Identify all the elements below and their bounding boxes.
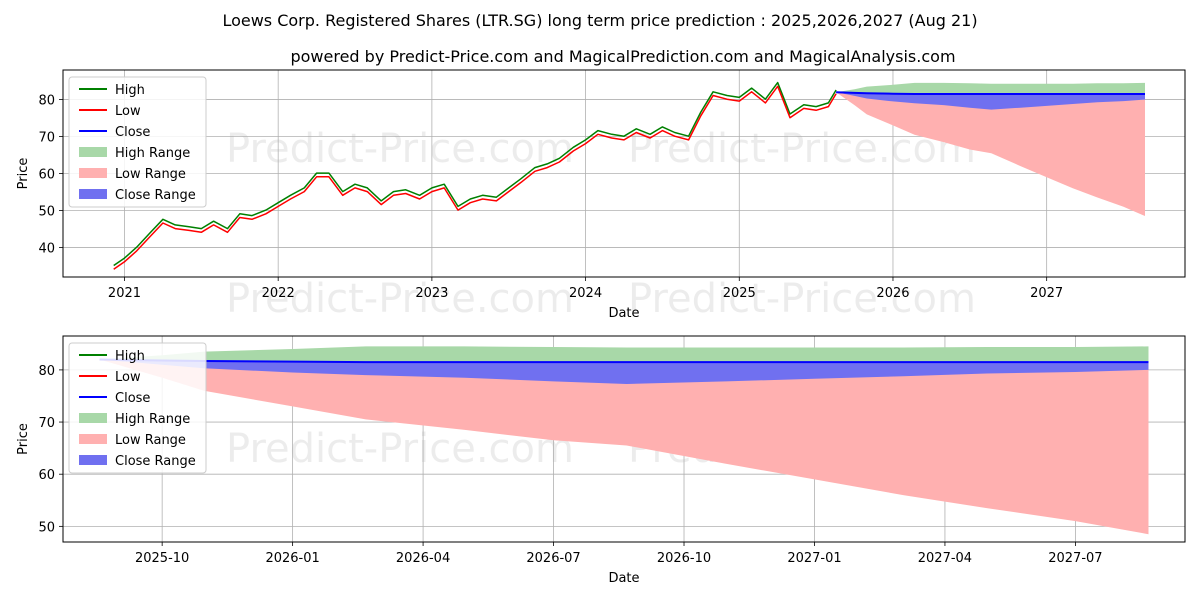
legend-swatch-patch [79, 147, 107, 157]
legend-label: High [115, 83, 145, 98]
watermark-text: Predict-Price.com [628, 276, 976, 322]
x-axis-label: Date [608, 571, 639, 586]
y-axis-label: Price [16, 158, 31, 190]
x-tick-label: 2027-01 [787, 551, 841, 566]
x-tick-label: 2027 [1030, 286, 1063, 301]
x-tick-label: 2027-07 [1048, 551, 1102, 566]
y-tick-label: 70 [38, 416, 55, 431]
legend-label: Low Range [115, 433, 186, 448]
y-tick-label: 60 [38, 468, 55, 483]
legend-swatch-patch [79, 434, 107, 444]
plot-area [113, 81, 1145, 270]
panel-top: Predict-Price.com Predict-Price.com Predic… [16, 69, 1186, 322]
x-tick-label: 2024 [569, 286, 602, 301]
plot-frame [62, 335, 1186, 543]
x-tick-label: 2021 [108, 286, 141, 301]
legend-label: Close Range [115, 454, 196, 469]
x-tick-label: 2026-01 [265, 551, 319, 566]
x-axis-label: Date [608, 306, 639, 321]
high-history-line [113, 81, 837, 267]
x-tick-label: 2025 [723, 286, 756, 301]
close-range-band [836, 92, 1145, 110]
x-tick-label: 2025-10 [135, 551, 189, 566]
legend-label: Close [115, 125, 150, 140]
chart-title: Loews Corp. Registered Shares (LTR.SG) l… [222, 11, 977, 30]
legend-label: Close Range [115, 188, 196, 203]
legend-label: High Range [115, 412, 190, 427]
panel-bottom: Predict-Price.comPredict-Price.com2025-1… [16, 335, 1186, 586]
y-tick-label: 80 [38, 94, 55, 109]
legend-label: Low [115, 370, 141, 385]
legend-label: Low [115, 104, 141, 119]
chart-subtitle: powered by Predict-Price.com and Magical… [290, 47, 955, 66]
legend-swatch-patch [79, 413, 107, 423]
close-forecast-line [836, 91, 1145, 95]
close-range-band [99, 359, 1149, 384]
x-tick-label: 2023 [415, 286, 448, 301]
legend-swatch-patch [79, 189, 107, 199]
y-tick-label: 50 [38, 520, 55, 535]
plot-frame [62, 69, 1186, 278]
y-tick-label: 40 [38, 241, 55, 256]
plot-area [99, 346, 1149, 535]
legend-label: High Range [115, 146, 190, 161]
y-tick-label: 70 [38, 131, 55, 146]
low-range-band [99, 359, 1149, 535]
x-tick-label: 2026-07 [526, 551, 580, 566]
high-range-band [836, 82, 1145, 94]
watermark-text: Predict-Price.com [226, 126, 574, 172]
legend-label: High [115, 349, 145, 364]
legend-swatch-patch [79, 455, 107, 465]
legend: High Low Close High Range Low Range Close Ran… [68, 76, 207, 208]
y-axis-label: Price [16, 423, 31, 455]
low-range-band [836, 92, 1145, 216]
low-history-line [113, 85, 837, 270]
legend-label: Close [115, 391, 150, 406]
x-tick-label: 2026-10 [657, 551, 711, 566]
y-tick-label: 80 [38, 364, 55, 379]
x-tick-label: 2022 [262, 286, 295, 301]
high-range-band [99, 346, 1149, 363]
y-tick-label: 60 [38, 168, 55, 183]
x-tick-label: 2026-04 [396, 551, 450, 566]
legend: High Low Close High Range Low Range Close Ran… [68, 342, 207, 474]
close-forecast-line [99, 358, 1149, 364]
legend-swatch-patch [79, 168, 107, 178]
y-tick-label: 50 [38, 204, 55, 219]
x-tick-label: 2026 [876, 286, 909, 301]
x-tick-label: 2027-04 [918, 551, 972, 566]
legend-label: Low Range [115, 167, 186, 182]
watermark-text: Predict-Price.com [226, 276, 574, 322]
